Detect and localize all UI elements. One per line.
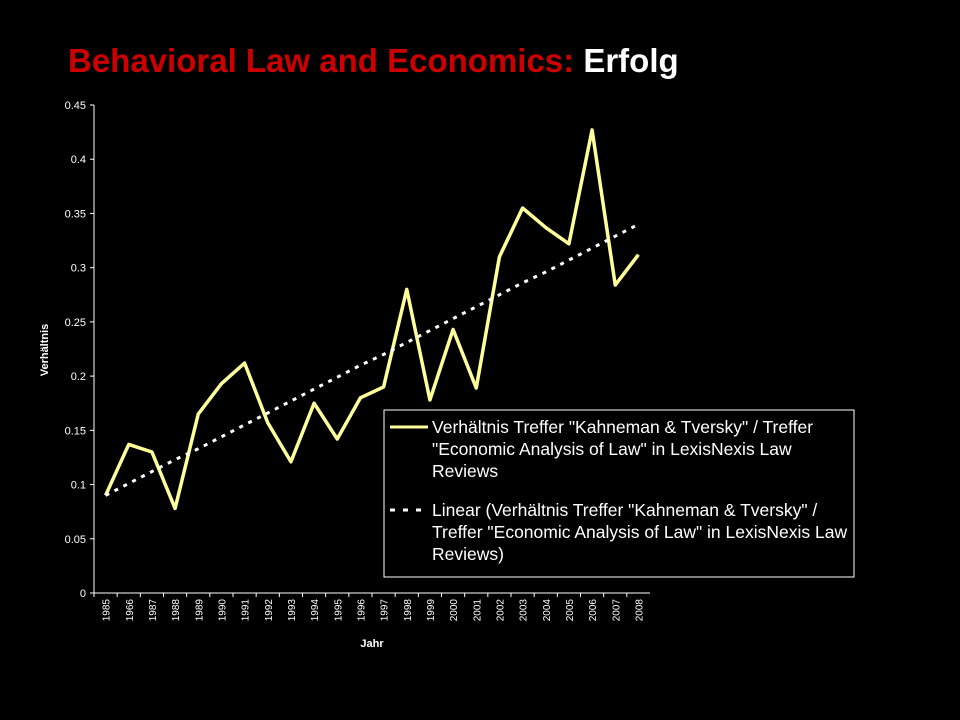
x-tick-label: 1993 [287, 599, 298, 622]
y-tick-label: 0.45 [65, 100, 86, 112]
y-tick-label: 0.35 [65, 208, 86, 220]
x-tick-label: 2004 [542, 599, 553, 622]
y-tick-label: 0.15 [65, 425, 86, 437]
x-tick-label: 1995 [333, 599, 344, 622]
y-tick-label: 0.4 [71, 154, 86, 166]
y-axis-label: Verhältnis [39, 324, 51, 377]
y-tick-label: 0.2 [71, 371, 86, 383]
chart-title: Behavioral Law and Economics: Erfolg [68, 42, 679, 79]
x-tick-label: 1998 [403, 599, 414, 622]
x-tick-label: 1991 [241, 599, 252, 622]
x-tick-label: 2007 [611, 599, 622, 622]
x-tick-label: 1985 [102, 599, 113, 622]
title-part: Behavioral Law and Economics: [68, 42, 574, 79]
y-tick-label: 0.1 [71, 480, 86, 492]
series-line [103, 128, 640, 511]
y-tick-label: 0.3 [71, 263, 86, 275]
x-tick-label: 2005 [565, 599, 576, 622]
x-tick-label: 2001 [472, 599, 483, 622]
x-tick-label: 1966 [125, 599, 136, 622]
y-tick-label: 0.05 [65, 534, 86, 546]
x-tick-label: 1994 [310, 599, 321, 622]
x-tick-label: 1996 [356, 599, 367, 622]
x-tick-label: 2008 [634, 599, 645, 622]
x-tick-label: 2002 [495, 599, 506, 622]
x-tick-label: 1988 [171, 599, 182, 622]
x-tick-label: 1989 [194, 599, 205, 622]
y-tick-label: 0 [80, 588, 86, 600]
title-part: Erfolg [583, 42, 678, 79]
x-tick-label: 2003 [519, 599, 530, 622]
x-tick-label: 1997 [380, 599, 391, 622]
x-tick-label: 1999 [426, 599, 437, 622]
legend-label: Linear (Verhältnis Treffer "Kahneman & T… [432, 500, 848, 564]
x-tick-label: 2006 [588, 599, 599, 622]
x-tick-label: 2000 [449, 599, 460, 622]
x-tick-label: 1992 [264, 599, 275, 622]
x-axis-label: Jahr [360, 638, 384, 650]
legend-box [383, 409, 855, 578]
legend-label: Verhältnis Treffer "Kahneman & Tversky" … [432, 417, 814, 481]
x-tick-label: 1990 [217, 599, 228, 622]
x-tick-label: 1987 [148, 599, 159, 622]
y-tick-label: 0.25 [65, 317, 86, 329]
